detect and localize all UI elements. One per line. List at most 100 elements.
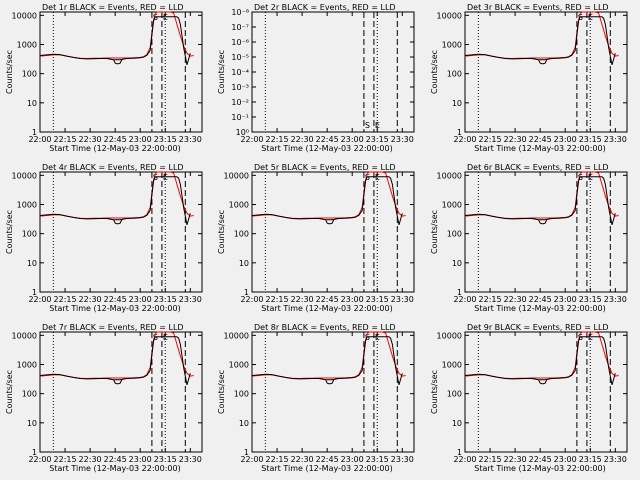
x-tick-label: 22:45 — [104, 295, 127, 304]
events-dip — [538, 379, 548, 385]
y-tick-label: 10⁻² — [231, 98, 249, 107]
y-tick-label: 10 — [27, 99, 37, 108]
x-tick-label: 22:30 — [79, 455, 102, 464]
y-axis-label: Counts/sec — [430, 210, 439, 254]
x-axis-label: Start Time (12-May-03 22:00:00) — [49, 464, 180, 473]
x-tick-label: 22:00 — [453, 455, 476, 464]
x-tick-label: 23:15 — [154, 295, 177, 304]
y-tick-label: 10⁰ — [236, 128, 249, 137]
panel-title: Det 2r BLACK = Events, RED = LLD — [254, 3, 396, 12]
x-axis-label: Start Time (12-May-03 22:00:00) — [261, 304, 392, 313]
plot-frame — [39, 171, 203, 293]
y-axis-label: Counts/sec — [5, 370, 14, 414]
x-tick-label: 23:30 — [604, 135, 627, 144]
x-tick-label: 22:15 — [54, 295, 77, 304]
y-tick-label: 10⁻⁸ — [231, 8, 249, 17]
lld-series-line — [39, 331, 194, 380]
y-tick-label: 1 — [32, 448, 37, 457]
events-series-line — [464, 176, 616, 226]
x-tick-label: 22:00 — [453, 295, 476, 304]
plot-frame — [39, 11, 203, 133]
x-tick-label: 22:30 — [504, 135, 527, 144]
events-series-line — [39, 336, 191, 386]
x-tick-label: 23:00 — [341, 295, 364, 304]
lld-series-line — [464, 171, 619, 220]
x-tick-label: 22:00 — [240, 295, 263, 304]
events-dip — [325, 379, 335, 385]
events-series-line — [39, 176, 191, 226]
y-tick-label: 1000 — [229, 360, 249, 369]
x-tick-label: 23:30 — [391, 295, 414, 304]
y-tick-label: 10000 — [12, 171, 37, 180]
x-tick-label: 23:30 — [391, 455, 414, 464]
panel-title: Det 7r BLACK = Events, RED = LLD — [42, 323, 184, 332]
y-tick-label: 10⁻³ — [231, 83, 249, 92]
x-axis-label: Start Time (12-May-03 22:00:00) — [474, 464, 605, 473]
y-tick-label: 10000 — [12, 11, 37, 20]
y-axis-label: Counts/sec — [5, 210, 14, 254]
events-series-line — [251, 176, 403, 226]
x-tick-label: 23:15 — [579, 295, 602, 304]
x-tick-label: 23:00 — [554, 455, 577, 464]
y-axis-label: Counts/sec — [217, 210, 226, 254]
y-tick-label: 1 — [32, 128, 37, 137]
start-marker: S — [578, 333, 583, 342]
lld-series-line — [251, 171, 406, 220]
y-tick-label: 10 — [239, 259, 249, 268]
events-dip — [113, 59, 123, 65]
end-marker: E — [163, 173, 168, 182]
x-tick-label: 23:30 — [604, 455, 627, 464]
x-tick-label: 23:00 — [554, 295, 577, 304]
y-tick-label: 10 — [239, 419, 249, 428]
lld-series-line — [464, 331, 619, 380]
events-series-line — [39, 16, 191, 66]
x-tick-label: 22:30 — [291, 295, 314, 304]
panel-title: Det 6r BLACK = Events, RED = LLD — [467, 163, 609, 172]
x-tick-label: 22:30 — [79, 135, 102, 144]
x-tick-label: 23:15 — [154, 455, 177, 464]
x-tick-label: 22:15 — [479, 295, 502, 304]
panel-2r: Det 2r BLACK = Events, RED = LLD 10⁰ 10⁻¹ 1… — [217, 3, 415, 153]
x-tick-label: 22:45 — [316, 295, 339, 304]
y-tick-label: 10000 — [437, 171, 462, 180]
lld-series-line — [251, 331, 406, 380]
x-tick-label: 22:30 — [291, 455, 314, 464]
x-tick-label: 23:15 — [366, 295, 389, 304]
x-axis-label: Start Time (12-May-03 22:00:00) — [49, 144, 180, 153]
plot-frame — [251, 171, 415, 293]
plot-frame — [39, 331, 203, 453]
x-tick-label: 22:45 — [316, 135, 339, 144]
y-tick-label: 10⁻⁵ — [231, 53, 249, 62]
y-tick-label: 1000 — [17, 360, 37, 369]
x-axis-label: Start Time (12-May-03 22:00:00) — [474, 144, 605, 153]
y-tick-label: 1 — [244, 288, 249, 297]
y-tick-label: 1 — [457, 288, 462, 297]
y-tick-label: 10 — [452, 99, 462, 108]
y-tick-label: 100 — [234, 390, 249, 399]
start-marker: S — [365, 173, 370, 182]
y-axis-label: Counts/sec — [430, 50, 439, 94]
x-tick-label: 22:45 — [529, 295, 552, 304]
events-dip — [113, 219, 123, 225]
x-tick-label: 22:00 — [240, 135, 263, 144]
panel-title: Det 5r BLACK = Events, RED = LLD — [254, 163, 396, 172]
events-dip — [538, 59, 548, 65]
x-tick-label: 23:00 — [341, 135, 364, 144]
start-marker: S — [365, 333, 370, 342]
panel-5r: Det 5r BLACK = Events, RED = LLD 1 10 100 10… — [217, 163, 415, 313]
x-tick-label: 22:15 — [266, 135, 289, 144]
plot-frame — [464, 331, 628, 453]
x-tick-label: 22:15 — [54, 135, 77, 144]
y-tick-label: 1 — [32, 288, 37, 297]
end-marker: E — [375, 173, 380, 182]
start-marker: S — [153, 333, 158, 342]
y-tick-label: 10 — [27, 259, 37, 268]
y-tick-label: 10000 — [437, 331, 462, 340]
x-tick-label: 22:15 — [54, 455, 77, 464]
y-tick-label: 10⁻¹ — [231, 113, 249, 122]
y-tick-label: 10 — [452, 419, 462, 428]
plot-frame — [251, 11, 415, 133]
events-dip — [113, 379, 123, 385]
y-tick-label: 10000 — [12, 331, 37, 340]
end-marker: E — [588, 173, 593, 182]
